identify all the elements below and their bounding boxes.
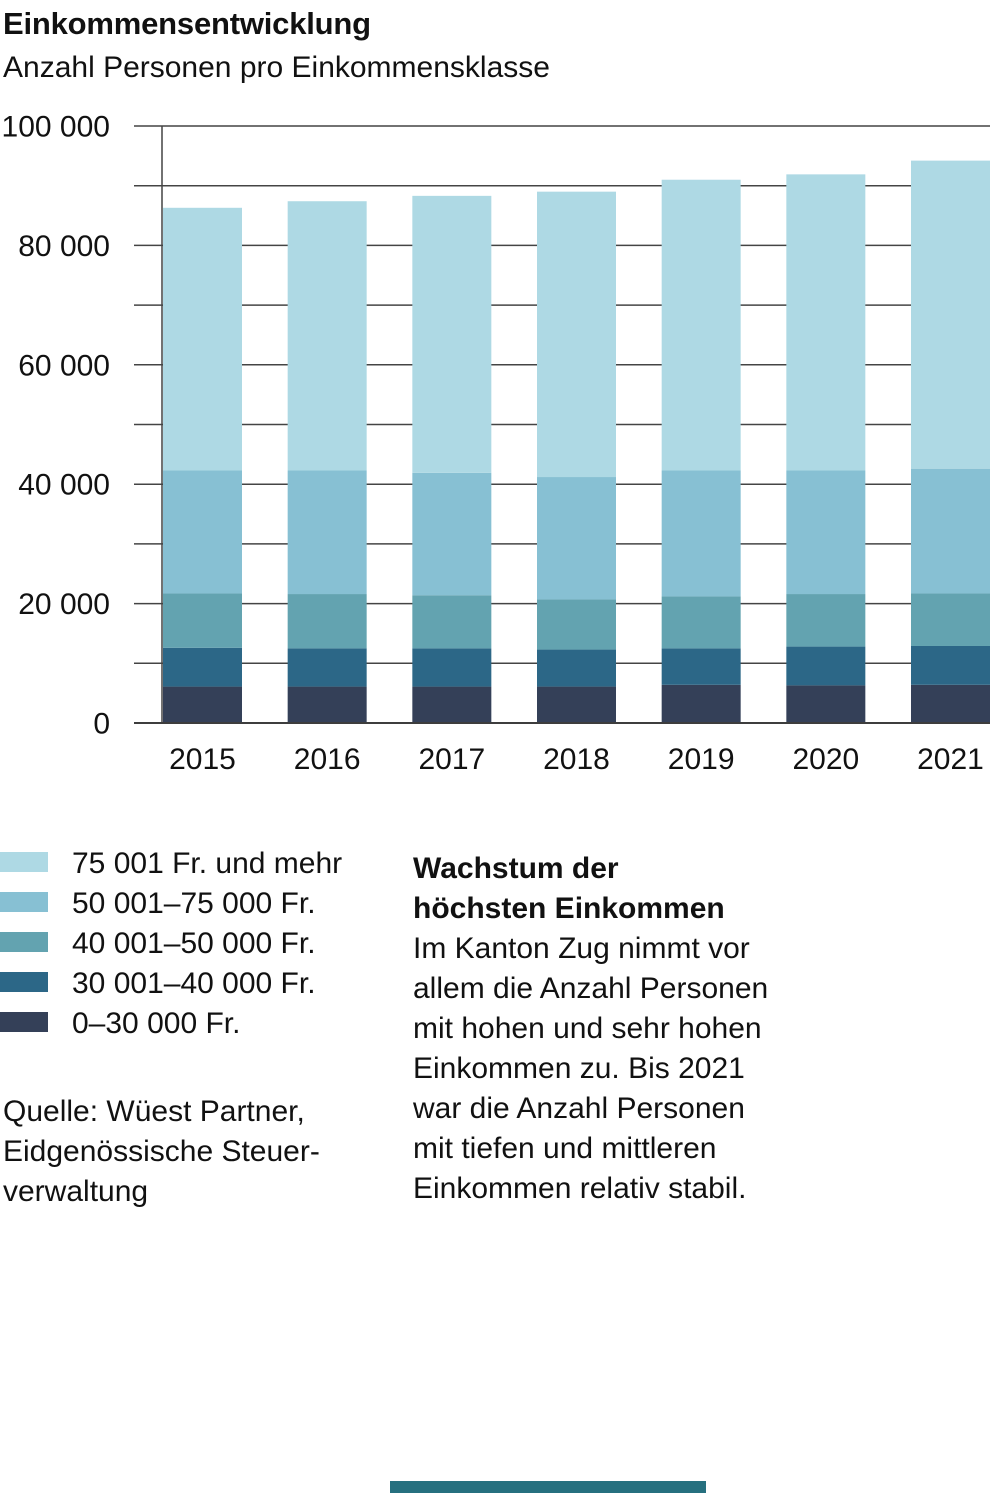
x-axis-label: 2017 bbox=[418, 743, 485, 776]
bar-segment bbox=[163, 470, 242, 594]
chart-title: Einkommensentwicklung bbox=[3, 6, 371, 41]
y-axis-label: 80 000 bbox=[18, 230, 110, 263]
bar-segment bbox=[911, 468, 990, 594]
source-line: Quelle: Wüest Partner, bbox=[3, 1095, 305, 1128]
chart-subtitle: Anzahl Personen pro Einkommensklasse bbox=[3, 51, 550, 84]
source-text: Quelle: Wüest Partner, Eidgenössische Ste… bbox=[3, 1092, 320, 1212]
y-axis-label: 60 000 bbox=[18, 349, 110, 382]
bar-segment bbox=[537, 477, 616, 600]
bar-segment bbox=[786, 594, 866, 647]
bar-segment bbox=[661, 684, 741, 723]
commentary-body-line: Einkommen zu. Bis 2021 bbox=[413, 1052, 745, 1085]
x-axis-label: 2016 bbox=[294, 743, 361, 776]
bar-segment bbox=[786, 646, 866, 686]
y-axis-label: 20 000 bbox=[18, 588, 110, 621]
bar-segment bbox=[163, 207, 242, 471]
footer-accent-bar bbox=[390, 1481, 706, 1493]
commentary-body-line: mit hohen und sehr hohen bbox=[413, 1012, 762, 1045]
bar-segment bbox=[537, 191, 616, 478]
legend-swatch bbox=[0, 892, 48, 912]
commentary-heading: Wachstum der höchsten Einkommen bbox=[413, 849, 833, 929]
commentary-heading-line: Wachstum der bbox=[413, 852, 619, 885]
y-axis-label: 0 bbox=[93, 708, 110, 741]
bar-segment bbox=[911, 160, 990, 469]
legend-label: 75 001 Fr. und mehr bbox=[72, 847, 343, 880]
bar-segment bbox=[661, 648, 741, 685]
bar-segment bbox=[537, 686, 616, 723]
commentary: Wachstum der höchsten Einkommen Im Kanton… bbox=[413, 849, 833, 1209]
bar-segment bbox=[786, 685, 866, 723]
bar-segment bbox=[786, 174, 866, 471]
commentary-body-line: war die Anzahl Personen bbox=[413, 1092, 745, 1125]
bar-segment bbox=[537, 649, 616, 687]
commentary-body-line: Im Kanton Zug nimmt vor bbox=[413, 932, 750, 965]
bar-segment bbox=[412, 686, 492, 723]
x-axis-label: 2019 bbox=[668, 743, 735, 776]
y-axis-label: 40 000 bbox=[18, 469, 110, 502]
legend-swatch bbox=[0, 1012, 48, 1032]
legend-label: 50 001–75 000 Fr. bbox=[72, 887, 316, 920]
bar-segment bbox=[412, 648, 492, 687]
bar-segment bbox=[661, 470, 741, 597]
bar-segment bbox=[537, 599, 616, 650]
source-line: Eidgenössische Steuer- bbox=[3, 1135, 320, 1168]
bar-segment bbox=[786, 470, 866, 595]
bar-segment bbox=[412, 472, 492, 596]
stacked-bar-chart: 0 20 000 40 000 60 000 80 000 100 000 2015 2016… bbox=[2, 111, 990, 776]
legend-label: 40 001–50 000 Fr. bbox=[72, 927, 316, 960]
commentary-body-line: Einkommen relativ stabil. bbox=[413, 1172, 747, 1205]
bar-segment bbox=[287, 648, 367, 687]
legend-label: 30 001–40 000 Fr. bbox=[72, 967, 316, 1000]
bar-segment bbox=[163, 647, 242, 687]
bar-segment bbox=[412, 595, 492, 649]
commentary-heading-line: höchsten Einkommen bbox=[413, 892, 725, 925]
bar-segment bbox=[661, 596, 741, 649]
bar-segment bbox=[412, 195, 492, 473]
bar-segment bbox=[287, 594, 367, 649]
bar-segment bbox=[287, 470, 367, 595]
commentary-body: Im Kanton Zug nimmt vor allem die Anzahl … bbox=[413, 929, 833, 1209]
commentary-body-line: allem die Anzahl Personen bbox=[413, 972, 769, 1005]
bar-segment bbox=[911, 684, 990, 723]
x-axis-label: 2015 bbox=[169, 743, 236, 776]
bar-segment bbox=[163, 686, 242, 723]
chart-canvas: 0 20 000 40 000 60 000 80 000 100 000 2015 2016… bbox=[2, 111, 990, 776]
bar-segment bbox=[911, 593, 990, 646]
legend-swatch bbox=[0, 852, 48, 872]
bar-segment bbox=[911, 645, 990, 685]
x-axis-label: 2018 bbox=[543, 743, 610, 776]
bar-segment bbox=[287, 686, 367, 723]
bar-segment bbox=[661, 179, 741, 471]
legend-swatch bbox=[0, 972, 48, 992]
bar-segment bbox=[287, 201, 367, 471]
legend-label: 0–30 000 Fr. bbox=[72, 1007, 241, 1040]
x-axis-label: 2021 bbox=[917, 743, 984, 776]
legend-swatch bbox=[0, 932, 48, 952]
x-axis-label: 2020 bbox=[792, 743, 859, 776]
bar-segment bbox=[163, 593, 242, 648]
source-line: verwaltung bbox=[3, 1175, 149, 1208]
y-axis-label: 100 000 bbox=[2, 111, 110, 144]
commentary-body-line: mit tiefen und mittleren bbox=[413, 1132, 717, 1165]
